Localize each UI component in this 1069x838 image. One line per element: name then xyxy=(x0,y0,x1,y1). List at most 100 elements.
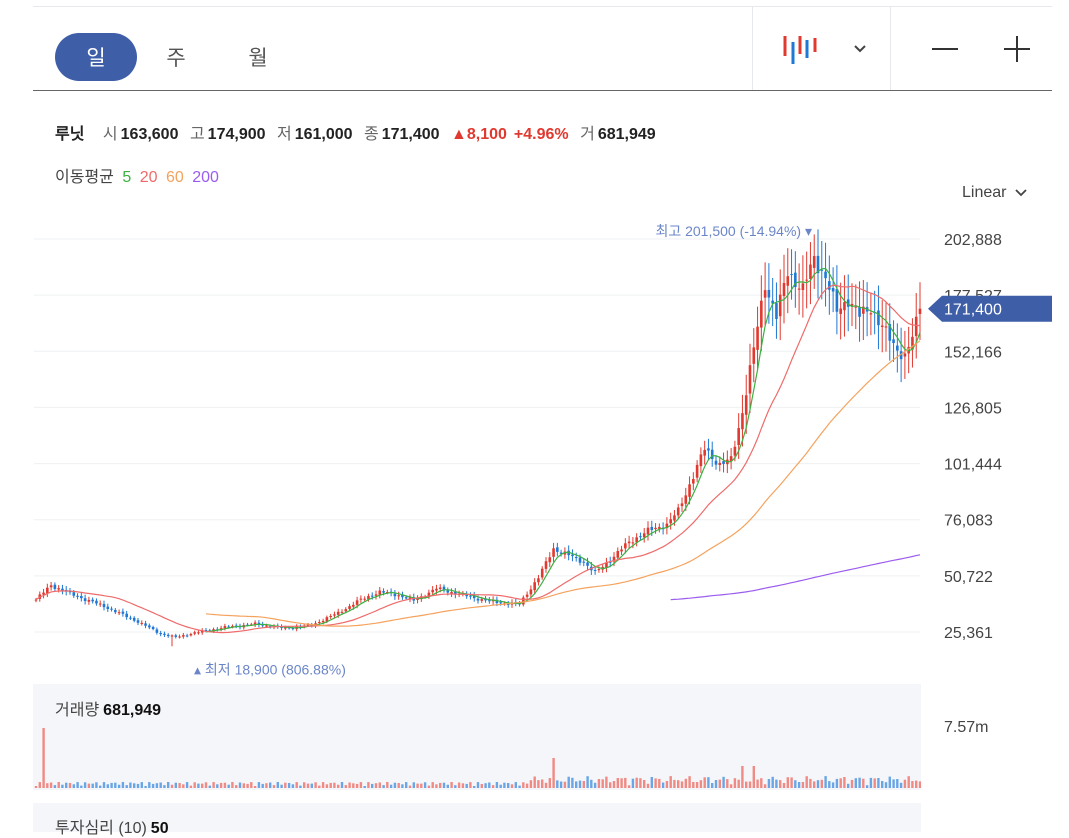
scale-selector[interactable]: Linear xyxy=(962,184,1028,202)
candle-body xyxy=(578,557,582,563)
candle-body xyxy=(117,612,121,614)
candle-body xyxy=(673,515,676,521)
high-marker: 최고 201,500 (-14.94%) ▾ xyxy=(655,223,812,239)
low-value: 161,000 xyxy=(294,126,353,143)
volume-bar xyxy=(303,782,306,788)
volume-bar xyxy=(250,782,253,788)
volume-bar xyxy=(801,782,805,788)
volume-bar xyxy=(80,785,83,788)
candle-body xyxy=(880,325,884,327)
candle-body xyxy=(231,626,234,628)
volume-bar xyxy=(378,782,381,788)
volume-bar xyxy=(386,782,389,788)
volume-bar xyxy=(631,778,635,788)
volume-bar xyxy=(816,780,820,788)
volume-bar xyxy=(269,782,272,788)
volume-bar xyxy=(348,782,351,788)
candle-body xyxy=(427,592,431,597)
ma200-legend[interactable]: 200 xyxy=(192,169,219,186)
candle-body xyxy=(382,591,385,593)
volume-bar xyxy=(726,779,729,788)
candle-body xyxy=(692,478,695,484)
chevron-down-icon[interactable] xyxy=(840,29,880,69)
candle-body xyxy=(707,448,710,451)
candle-body xyxy=(771,300,774,304)
candle-body xyxy=(888,324,892,341)
volume-bar xyxy=(661,782,665,788)
volume-bar xyxy=(507,783,510,788)
candle-body xyxy=(393,593,397,597)
volume-bar xyxy=(363,786,366,788)
volume-bar xyxy=(310,783,313,788)
volume-bar xyxy=(110,782,113,788)
volume-bar xyxy=(291,784,295,788)
volume-bar xyxy=(129,782,132,788)
ma5-legend[interactable]: 5 xyxy=(122,169,132,186)
candle-body xyxy=(843,302,846,311)
zoom-out-icon[interactable] xyxy=(925,29,965,69)
zoom-in-icon[interactable] xyxy=(997,29,1037,69)
volume-bar xyxy=(121,782,125,788)
sentiment-label: 투자심리 xyxy=(55,820,114,837)
candle-body xyxy=(185,635,189,637)
volume-bar xyxy=(427,785,431,788)
sentiment-title: 투자심리 (10) 50 xyxy=(55,814,169,838)
volume-bar xyxy=(627,785,631,788)
candle-body xyxy=(265,625,268,627)
period-week-tab[interactable]: 주 xyxy=(166,47,186,70)
candle-body xyxy=(34,599,38,601)
period-month-tab[interactable]: 월 xyxy=(248,47,268,70)
volume-bar xyxy=(907,776,910,788)
volume-bar xyxy=(775,779,778,788)
volume-bar xyxy=(892,779,895,788)
volume-bar xyxy=(888,776,891,788)
candle-body xyxy=(911,336,914,350)
volume-bar xyxy=(839,778,842,788)
volume-panel-label: 거래량 xyxy=(55,702,100,719)
candle-body xyxy=(665,523,669,529)
candle-body xyxy=(824,271,827,279)
candle-body xyxy=(892,339,895,344)
volume-bar xyxy=(828,781,831,788)
volume-bar xyxy=(658,778,661,788)
volume-axis-max: 7.57m xyxy=(944,719,989,736)
volume-bar xyxy=(102,782,106,788)
volume-bar xyxy=(83,782,87,788)
ma60-legend[interactable]: 60 xyxy=(165,169,184,186)
candle-body xyxy=(786,276,790,286)
candle-body xyxy=(741,413,744,430)
candle-body xyxy=(397,595,400,597)
candle-body xyxy=(676,507,680,516)
volume-bar xyxy=(189,785,193,788)
y-tick-label: 101,444 xyxy=(944,457,1002,474)
volume-bar xyxy=(813,781,816,788)
candle-body xyxy=(699,454,703,467)
change-value: ▲8,100 xyxy=(451,126,507,143)
volume-bar xyxy=(896,779,899,788)
volume-bar xyxy=(620,778,623,788)
candle-body xyxy=(193,632,196,634)
volume-bar xyxy=(38,782,41,788)
volume-bar xyxy=(612,781,616,788)
volume-bar xyxy=(525,783,529,788)
candle-body xyxy=(182,635,185,637)
volume-bar xyxy=(227,784,230,788)
volume-bar xyxy=(790,777,793,788)
volume-bar xyxy=(605,776,608,788)
candle-body xyxy=(200,630,204,633)
candle-body xyxy=(325,617,329,622)
price-chart[interactable]: 202,888177,527152,166126,805101,44476,08… xyxy=(0,200,1069,680)
period-day-tab[interactable]: 일 xyxy=(55,33,137,81)
volume-bar xyxy=(646,783,650,788)
ma20-legend[interactable]: 20 xyxy=(139,169,158,186)
candle-body xyxy=(752,347,756,364)
candlestick-type-icon[interactable] xyxy=(780,29,820,69)
volume-bar xyxy=(170,784,174,788)
candle-body xyxy=(204,630,208,632)
candle-body xyxy=(189,634,193,636)
candle-body xyxy=(828,281,831,290)
candle-body xyxy=(537,578,540,583)
chevron-down-icon xyxy=(1015,189,1028,197)
candle-body xyxy=(95,600,98,604)
volume-bar xyxy=(854,778,857,788)
